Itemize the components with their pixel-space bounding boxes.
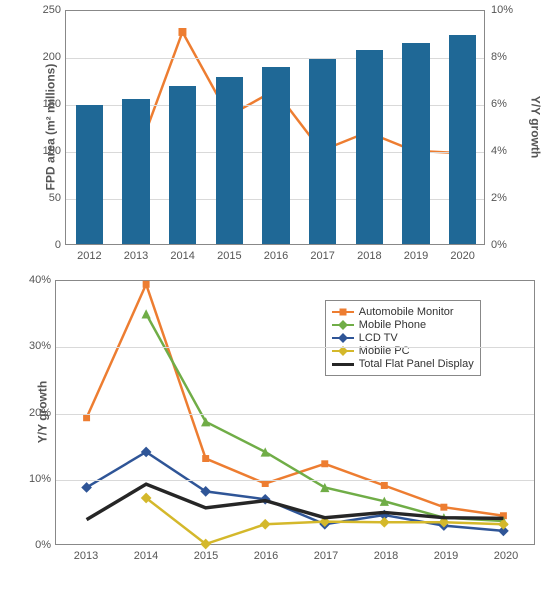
bar <box>216 77 243 244</box>
bar <box>262 67 289 244</box>
legend-item: Total Flat Panel Display <box>332 358 474 370</box>
y-left-tick: 50 <box>31 192 61 204</box>
legend-item: Mobile Phone <box>332 319 474 331</box>
bar <box>356 50 383 244</box>
x-tick: 2019 <box>404 250 428 262</box>
legend-label: Total Flat Panel Display <box>359 358 474 370</box>
x-tick: 2018 <box>357 250 381 262</box>
x-tick: 2017 <box>310 250 334 262</box>
y-axis-left-label: FPD area (m² millions) <box>43 9 57 244</box>
y-tick: 40% <box>18 274 51 286</box>
y-left-tick: 100 <box>31 145 61 157</box>
y-right-tick: 8% <box>491 51 507 63</box>
y-right-tick: 2% <box>491 192 507 204</box>
bar <box>309 59 336 244</box>
y-left-tick: 200 <box>31 51 61 63</box>
y-tick: 10% <box>18 473 51 485</box>
fpd-area-chart: FPD area (m² millions) Y/Y growth 050100… <box>65 10 530 270</box>
x-tick: 2017 <box>314 550 338 562</box>
legend-label: LCD TV <box>359 332 398 344</box>
y-left-tick: 150 <box>31 98 61 110</box>
x-tick: 2012 <box>77 250 101 262</box>
x-tick: 2015 <box>217 250 241 262</box>
bar <box>76 105 103 244</box>
y-left-tick: 0 <box>31 239 61 251</box>
x-tick: 2018 <box>374 550 398 562</box>
legend-item: LCD TV <box>332 332 474 344</box>
x-tick: 2014 <box>134 550 158 562</box>
x-tick: 2015 <box>194 550 218 562</box>
x-tick: 2016 <box>254 550 278 562</box>
y-right-tick: 6% <box>491 98 507 110</box>
x-tick: 2020 <box>494 550 518 562</box>
y-tick: 20% <box>18 407 51 419</box>
x-tick: 2013 <box>74 550 98 562</box>
legend: Automobile MonitorMobile PhoneLCD TVMobi… <box>325 300 481 376</box>
legend-label: Automobile Monitor <box>359 306 454 318</box>
y-tick: 30% <box>18 340 51 352</box>
x-tick: 2014 <box>170 250 194 262</box>
bar <box>122 99 149 244</box>
y-axis-right-label: Y/Y growth <box>528 9 542 244</box>
legend-label: Mobile Phone <box>359 319 426 331</box>
bar <box>402 43 429 244</box>
chart2-plot: Automobile MonitorMobile PhoneLCD TVMobi… <box>55 280 535 545</box>
y-right-tick: 4% <box>491 145 507 157</box>
x-tick: 2013 <box>124 250 148 262</box>
y-right-tick: 10% <box>491 4 513 16</box>
chart1-plot: 0501001502002500%2%4%6%8%10%201220132014… <box>65 10 485 245</box>
y-left-tick: 250 <box>31 4 61 16</box>
x-tick: 2016 <box>264 250 288 262</box>
bar <box>169 86 196 244</box>
y-tick: 0% <box>18 539 51 551</box>
x-tick: 2020 <box>450 250 474 262</box>
x-tick: 2019 <box>434 550 458 562</box>
yoy-growth-chart: Y/Y growth Automobile MonitorMobile Phon… <box>55 280 535 570</box>
y-right-tick: 0% <box>491 239 507 251</box>
legend-item: Automobile Monitor <box>332 306 474 318</box>
bar <box>449 35 476 244</box>
